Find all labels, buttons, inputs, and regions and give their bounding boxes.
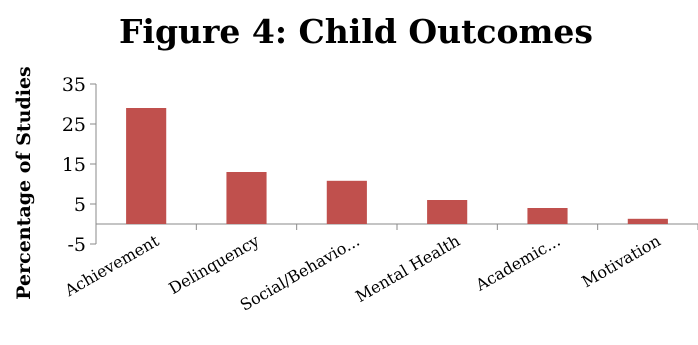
category-labels: Achievement DelinquencySocial/Behavio...M… [61,231,664,315]
bar [326,180,367,224]
x-category-label: Motivation [578,231,663,291]
bar [427,200,468,224]
x-category-label: Academic... [471,231,563,295]
x-axis-tick-marks [95,224,698,230]
x-category-label: Mental Health [352,231,463,306]
y-tick-label: -5 [67,234,86,256]
y-axis-label: Percentage of Studies [13,66,35,299]
y-tick-label: 35 [62,74,86,96]
y-tick-label: 25 [62,114,86,136]
bar [126,108,167,224]
x-category-label: Delinquency [165,231,262,298]
y-tick-label: 5 [74,194,86,216]
bars [126,108,668,224]
bar [527,208,568,224]
bar [627,218,668,224]
chart-title: Figure 4: Child Outcomes [119,12,593,51]
bar [226,172,267,224]
y-axis-ticks: 35 25 15 5 -5 [62,74,96,256]
y-tick-label: 15 [62,154,86,176]
